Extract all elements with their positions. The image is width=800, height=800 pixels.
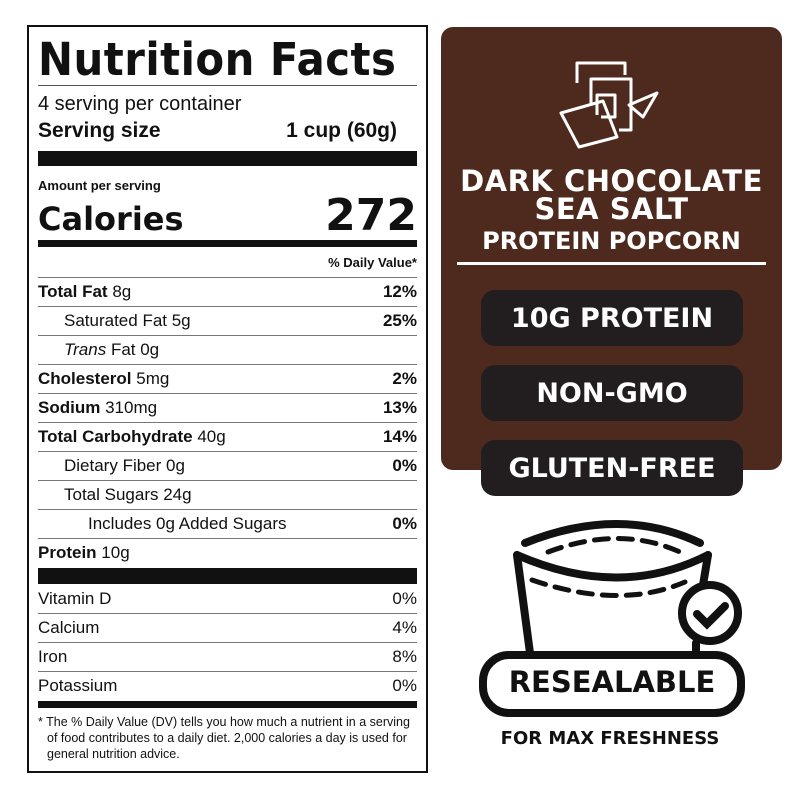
vitamin-row: Potassium 0% (38, 671, 417, 700)
daily-value: 0% (392, 588, 417, 608)
calories: Calories 272 (38, 190, 417, 241)
product-name-line2: SEA SALT (534, 192, 689, 226)
vitamin-row: Iron 8% (38, 642, 417, 671)
badge-protein: 10G PROTEIN (481, 290, 743, 346)
badge-non-gmo: NON-GMO (481, 365, 743, 421)
nutrient-label: Trans Fat 0g (64, 340, 160, 359)
daily-value: 2% (392, 369, 417, 388)
daily-value: 12% (382, 282, 417, 301)
amount-per-serving: Amount per serving (38, 178, 161, 193)
nutrient-row: Dietary Fiber 0g 0% (38, 451, 417, 480)
daily-value-header: % Daily Value* (328, 255, 417, 270)
daily-value: 8% (392, 647, 417, 666)
product-name-line1: DARK CHOCOLATE (460, 164, 763, 198)
nutrient-label: Cholesterol 5mg (38, 369, 170, 388)
daily-value: 0% (392, 676, 417, 695)
nutrient-label: Total Fat 8g (38, 282, 132, 301)
nutrient-row: Cholesterol 5mg 2% (38, 364, 417, 393)
chocolate-pieces-icon (559, 61, 659, 149)
nutrient-label: Total Sugars 24g (64, 485, 192, 504)
vitamin-label: Calcium (38, 618, 100, 637)
nutrient-row: Trans Fat 0g (38, 335, 417, 364)
daily-value: 4% (392, 618, 417, 637)
serving-size: Serving size 1 cup (60g) (38, 119, 397, 142)
nutrient-rows: Total Fat 8g 12% Saturated Fat 5g 25% Trans … (38, 277, 417, 567)
nutrient-row: Sodium 310mg 13% (38, 393, 417, 422)
product-name-line3: PROTEIN POPCORN (482, 227, 741, 255)
daily-value: 13% (382, 398, 417, 417)
vitamin-row: Calcium 4% (38, 613, 417, 642)
nutrient-row: Total Carbohydrate 40g 14% (38, 422, 417, 451)
nutrient-row: Total Sugars 24g (38, 480, 417, 509)
nutrient-label: Dietary Fiber 0g (64, 456, 185, 475)
vitamin-row: Vitamin D 0% (38, 584, 417, 613)
vitamin-label: Potassium (38, 676, 118, 695)
nutrient-row: Total Fat 8g 12% (38, 277, 417, 306)
nutrient-row: Saturated Fat 5g 25% (38, 306, 417, 335)
nutrient-row: Includes 0g Added Sugars 0% (38, 509, 417, 538)
footnote: * The % Daily Value (DV) tells you how m… (38, 715, 410, 761)
nutrient-label: Includes 0g Added Sugars (88, 514, 287, 533)
nutrient-row: Protein 10g (38, 538, 417, 567)
resealable-label: RESEALABLE (508, 665, 716, 699)
daily-value: 25% (382, 311, 417, 330)
vitamin-rows: Vitamin D 0% Calcium 4% Iron 8% Potassium 0% (38, 584, 417, 700)
freshness-label: FOR MAX FRESHNESS (500, 728, 720, 749)
vitamin-label: Vitamin D (38, 588, 112, 608)
nutrition-facts-panel: Nutrition Facts 4 serving per container … (27, 25, 428, 773)
daily-value: 0% (392, 456, 417, 475)
nutrient-label: Protein 10g (38, 543, 130, 562)
vitamin-label: Iron (38, 647, 68, 666)
badge-gluten-free: GLUTEN-FREE (481, 440, 743, 496)
product-panel: DARK CHOCOLATE SEA SALT PROTEIN POPCORN … (441, 27, 782, 496)
resealable-bag-check-icon (479, 520, 745, 717)
daily-value: 14% (382, 427, 417, 446)
nutrition-title: Nutrition Facts (38, 33, 397, 86)
servings-per-container: 4 serving per container (38, 93, 242, 115)
daily-value: 0% (392, 514, 417, 533)
nutrient-label: Sodium 310mg (38, 398, 158, 417)
nutrient-label: Saturated Fat 5g (64, 311, 191, 330)
nutrient-label: Total Carbohydrate 40g (38, 427, 226, 446)
